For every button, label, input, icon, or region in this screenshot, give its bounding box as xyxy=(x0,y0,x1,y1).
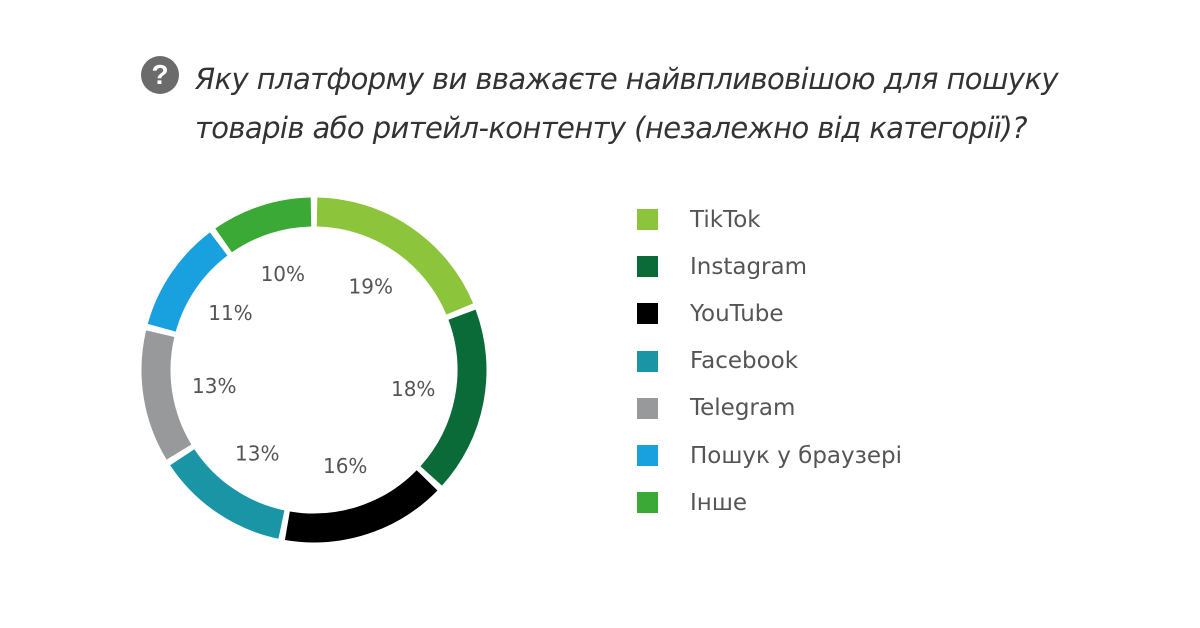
donut-segment-4 xyxy=(141,330,192,460)
data-label: 16% xyxy=(323,454,367,478)
legend-label: Instagram xyxy=(690,253,808,280)
legend: TikTok Instagram YouTube Facebook Telegram По… xyxy=(637,196,902,526)
legend-item: YouTube xyxy=(637,290,902,337)
legend-swatch xyxy=(637,445,658,467)
data-label: 19% xyxy=(349,274,393,298)
legend-swatch xyxy=(637,492,658,514)
chart-title: Яку платформу ви вважаєте найвпливовішою… xyxy=(195,55,1155,153)
legend-label: Facebook xyxy=(690,348,799,375)
legend-swatch xyxy=(637,256,658,278)
legend-item: TikTok xyxy=(637,196,902,243)
donut-segment-3 xyxy=(170,448,285,539)
donut-segment-2 xyxy=(284,469,438,543)
legend-swatch xyxy=(637,397,658,419)
donut-segment-1 xyxy=(420,309,487,486)
question-circle-icon: ? xyxy=(141,56,179,94)
legend-item: Telegram xyxy=(637,385,902,432)
legend-swatch xyxy=(637,350,658,372)
legend-item: Пошук у браузері xyxy=(637,432,902,479)
data-label: 10% xyxy=(261,262,305,286)
donut-chart: 19% 18% 16% 13% 13% 11% 10% xyxy=(141,197,487,543)
data-label: 13% xyxy=(235,442,279,466)
legend-item: Facebook xyxy=(637,338,902,385)
legend-label: YouTube xyxy=(690,300,784,327)
donut-segment-0 xyxy=(316,197,474,315)
data-label: 13% xyxy=(192,374,236,398)
legend-swatch xyxy=(637,209,658,231)
data-label: 11% xyxy=(208,301,252,325)
legend-label: Інше xyxy=(690,489,748,516)
donut-segment-6 xyxy=(215,197,312,253)
legend-item: Інше xyxy=(637,479,902,526)
legend-swatch xyxy=(637,303,658,325)
title-line-2: товарів або ритейл-контенту (незалежно в… xyxy=(195,111,1028,145)
data-label: 18% xyxy=(391,377,435,401)
legend-label: TikTok xyxy=(690,206,761,233)
legend-item: Instagram xyxy=(637,243,902,290)
title-line-1: Яку платформу ви вважаєте найвпливовішою… xyxy=(195,62,1059,96)
legend-label: Пошук у браузері xyxy=(690,442,903,469)
donut-segment-5 xyxy=(147,232,228,333)
legend-label: Telegram xyxy=(690,395,796,422)
